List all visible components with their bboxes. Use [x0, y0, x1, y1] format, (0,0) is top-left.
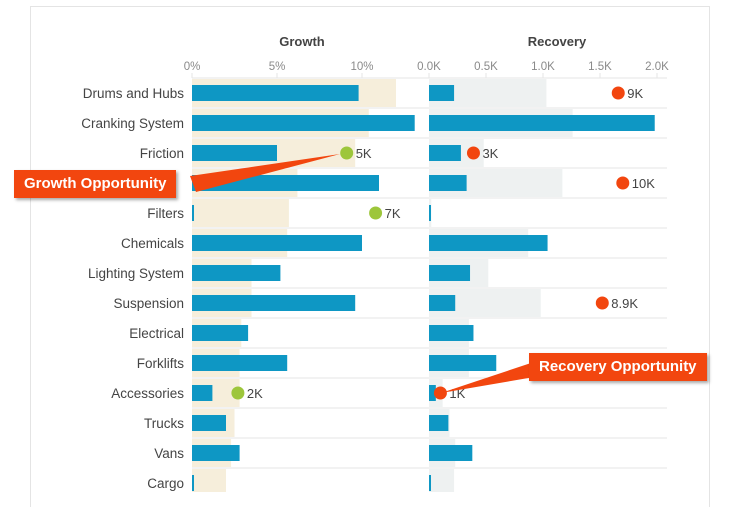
value-bar [192, 355, 288, 371]
category-label: Suspension [113, 296, 184, 311]
category-label: Friction [140, 146, 184, 161]
growth-callout-pointer [190, 154, 340, 192]
category-label: Forklifts [137, 356, 185, 371]
value-bar [429, 325, 474, 341]
tick-label: 1.0K [531, 61, 555, 73]
tick-label: 1.5K [588, 61, 612, 73]
tick-label: 5% [269, 61, 286, 73]
target-bar [192, 199, 289, 227]
tick-label: 0.5K [474, 61, 498, 73]
recovery-opportunity-callout: Recovery Opportunity [529, 353, 707, 381]
value-bar [429, 355, 497, 371]
bullet-chart: Drums and Hubs Cranking System Friction Fil… [81, 34, 669, 492]
category-label: Filters [147, 206, 184, 221]
marker-label: 7K [385, 206, 401, 221]
opportunity-marker [433, 386, 447, 400]
category-label: Chemicals [121, 236, 184, 251]
value-bar [429, 295, 456, 311]
value-bar [429, 145, 461, 161]
category-label: Vans [154, 446, 184, 461]
category-label: Trucks [144, 416, 184, 431]
opportunity-marker [231, 386, 245, 400]
marker-label: 8.9K [611, 296, 638, 311]
value-bar [429, 475, 431, 491]
value-bar [192, 385, 213, 401]
opportunity-marker [611, 86, 625, 100]
category-label: Drums and Hubs [83, 86, 185, 101]
opportunity-marker [595, 296, 609, 310]
value-bar [429, 235, 548, 251]
tick-label: 0.0K [417, 61, 441, 73]
marker-label: 9K [627, 86, 643, 101]
opportunity-marker [340, 146, 354, 160]
target-bar [192, 469, 226, 492]
value-bar [429, 115, 655, 131]
value-bar [192, 115, 415, 131]
opportunity-marker [466, 146, 480, 160]
value-bar [429, 175, 467, 191]
panel-title: Growth [279, 34, 325, 49]
value-bar [192, 475, 194, 491]
tick-label: 10% [350, 61, 373, 73]
marker-label: 2K [247, 386, 263, 401]
value-bar [429, 415, 449, 431]
recovery-callout-pointer [441, 360, 540, 393]
value-bar [429, 385, 436, 401]
value-bar [192, 265, 281, 281]
value-bar [192, 85, 359, 101]
value-bar [192, 325, 249, 341]
marker-label: 3K [482, 146, 498, 161]
value-bar [192, 235, 362, 251]
value-bar [192, 145, 277, 161]
tick-label: 0% [184, 61, 201, 73]
value-bar [429, 85, 455, 101]
panel-title: Recovery [528, 34, 587, 49]
category-label: Cargo [147, 476, 184, 491]
value-bar [192, 295, 356, 311]
growth-opportunity-callout: Growth Opportunity [14, 170, 177, 198]
opportunity-marker [616, 176, 630, 190]
value-bar [429, 265, 471, 281]
opportunity-marker [369, 206, 383, 220]
category-label: Accessories [111, 386, 184, 401]
value-bar [429, 205, 431, 221]
tick-label: 2.0K [645, 61, 669, 73]
value-bar [429, 445, 473, 461]
category-label: Cranking System [81, 116, 184, 131]
value-bar [192, 205, 194, 221]
target-bar [429, 469, 455, 492]
marker-label: 5K [356, 146, 372, 161]
marker-label: 10K [632, 176, 655, 191]
value-bar [192, 415, 226, 431]
category-label: Electrical [129, 326, 184, 341]
value-bar [192, 445, 240, 461]
category-label: Lighting System [88, 266, 184, 281]
